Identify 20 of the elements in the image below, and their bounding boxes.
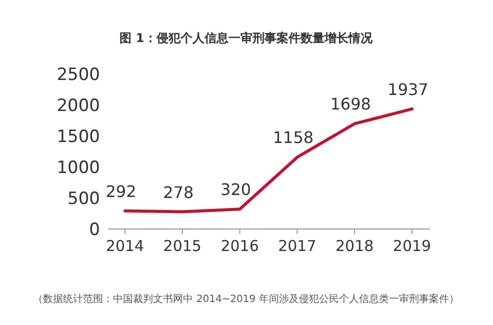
x-tick-label: 2017 — [278, 237, 316, 255]
x-tick-label: 2016 — [220, 237, 259, 255]
x-tick-label: 2019 — [392, 237, 432, 255]
y-tick-label: 0 — [89, 220, 100, 240]
data-label: 320 — [220, 180, 252, 200]
chart-title: 图 1：侵犯个人信息一审刑事案件数量增长情况 — [120, 31, 374, 45]
text: （数据统计范围：中国裁判文书网中 2014~2019 年间涉及侵犯公民个人信息类一审刑事案件） — [33, 293, 459, 305]
y-tick-label: 2500 — [56, 65, 100, 85]
data-label: 278 — [163, 182, 194, 202]
y-tick-label: 2000 — [56, 96, 100, 116]
data-label: 1698 — [330, 94, 371, 114]
y-tick-label: 1000 — [56, 158, 100, 178]
data-label: 1158 — [272, 128, 314, 148]
y-tick-label: 500 — [68, 189, 100, 209]
x-tick-label: 2015 — [163, 237, 202, 255]
x-tick-label: 2018 — [336, 237, 374, 255]
data-label: 1937 — [388, 80, 428, 99]
y-tick-label: 1500 — [56, 127, 100, 147]
data-label: 292 — [106, 182, 136, 201]
x-tick-label: 2014 — [106, 237, 144, 255]
